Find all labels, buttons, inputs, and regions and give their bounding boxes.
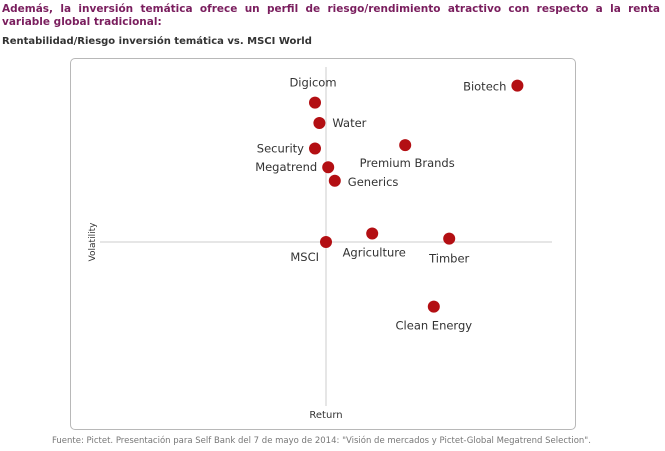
chart-subtitle: Rentabilidad/Riesgo inversión temática v… <box>2 36 312 47</box>
point-marker-security <box>309 142 321 155</box>
point-msci: MSCI <box>290 236 332 264</box>
point-security: Security <box>257 142 321 156</box>
point-marker-biotech <box>511 79 524 92</box>
scatter-plot: Return Volatility Digicom Water Security Me… <box>88 67 552 421</box>
x-axis-label: Return <box>309 410 342 421</box>
point-digicom: Digicom <box>289 76 337 109</box>
source-note: Fuente: Pictet. Presentación para Self B… <box>52 436 591 446</box>
point-megatrend: Megatrend <box>255 160 335 174</box>
point-label-biotech: Biotech <box>463 80 506 94</box>
chart-panel: Return Volatility Digicom Water Security Me… <box>70 58 576 430</box>
point-marker-timber <box>443 232 456 245</box>
point-marker-generics <box>328 174 341 187</box>
point-generics: Generics <box>328 174 399 189</box>
point-label-digicom: Digicom <box>289 76 336 90</box>
point-label-premium-brands: Premium Brands <box>360 156 455 170</box>
headline: Además, la inversión temática ofrece un … <box>2 3 660 28</box>
point-label-generics: Generics <box>348 175 399 189</box>
point-clean-energy: Clean Energy <box>396 300 473 333</box>
point-marker-premium-brands <box>399 139 412 152</box>
point-label-megatrend: Megatrend <box>255 160 317 174</box>
point-timber: Timber <box>428 232 470 266</box>
point-marker-agriculture <box>366 227 379 240</box>
point-label-water: Water <box>332 116 366 130</box>
point-label-security: Security <box>257 142 304 156</box>
point-marker-digicom <box>309 96 321 109</box>
point-label-agriculture: Agriculture <box>343 246 406 260</box>
point-label-msci: MSCI <box>290 250 319 264</box>
point-premium-brands: Premium Brands <box>360 139 455 170</box>
point-water: Water <box>313 116 367 130</box>
point-marker-msci <box>320 236 332 248</box>
point-agriculture: Agriculture <box>343 227 406 260</box>
point-marker-clean-energy <box>427 300 440 313</box>
point-biotech: Biotech <box>463 79 524 94</box>
data-points: Digicom Water Security Megatrend Generics Pre… <box>255 76 524 333</box>
point-marker-megatrend <box>322 161 335 174</box>
y-axis-label: Volatility <box>88 222 98 262</box>
point-marker-water <box>313 117 326 129</box>
point-label-clean-energy: Clean Energy <box>396 319 473 333</box>
point-label-timber: Timber <box>428 252 469 266</box>
